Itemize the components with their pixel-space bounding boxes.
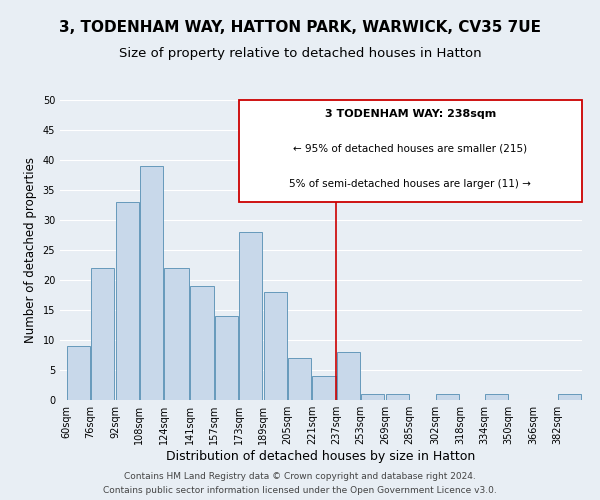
Bar <box>361 394 385 400</box>
Bar <box>558 394 581 400</box>
X-axis label: Distribution of detached houses by size in Hatton: Distribution of detached houses by size … <box>166 450 476 463</box>
Text: 3, TODENHAM WAY, HATTON PARK, WARWICK, CV35 7UE: 3, TODENHAM WAY, HATTON PARK, WARWICK, C… <box>59 20 541 35</box>
FancyBboxPatch shape <box>239 100 582 202</box>
Text: Size of property relative to detached houses in Hatton: Size of property relative to detached ho… <box>119 48 481 60</box>
Bar <box>140 166 163 400</box>
Bar <box>263 292 287 400</box>
Text: ← 95% of detached houses are smaller (215): ← 95% of detached houses are smaller (21… <box>293 144 527 154</box>
Y-axis label: Number of detached properties: Number of detached properties <box>24 157 37 343</box>
Bar <box>239 232 262 400</box>
Bar <box>190 286 214 400</box>
Bar <box>164 268 189 400</box>
Bar <box>215 316 238 400</box>
Bar <box>386 394 409 400</box>
Bar <box>485 394 508 400</box>
Bar <box>116 202 139 400</box>
Bar <box>288 358 311 400</box>
Bar <box>67 346 90 400</box>
Text: Contains public sector information licensed under the Open Government Licence v3: Contains public sector information licen… <box>103 486 497 495</box>
Text: 3 TODENHAM WAY: 238sqm: 3 TODENHAM WAY: 238sqm <box>325 109 496 119</box>
Text: Contains HM Land Registry data © Crown copyright and database right 2024.: Contains HM Land Registry data © Crown c… <box>124 472 476 481</box>
Bar <box>337 352 360 400</box>
Bar <box>436 394 459 400</box>
Bar <box>91 268 115 400</box>
Text: 5% of semi-detached houses are larger (11) →: 5% of semi-detached houses are larger (1… <box>289 178 531 188</box>
Bar <box>313 376 335 400</box>
